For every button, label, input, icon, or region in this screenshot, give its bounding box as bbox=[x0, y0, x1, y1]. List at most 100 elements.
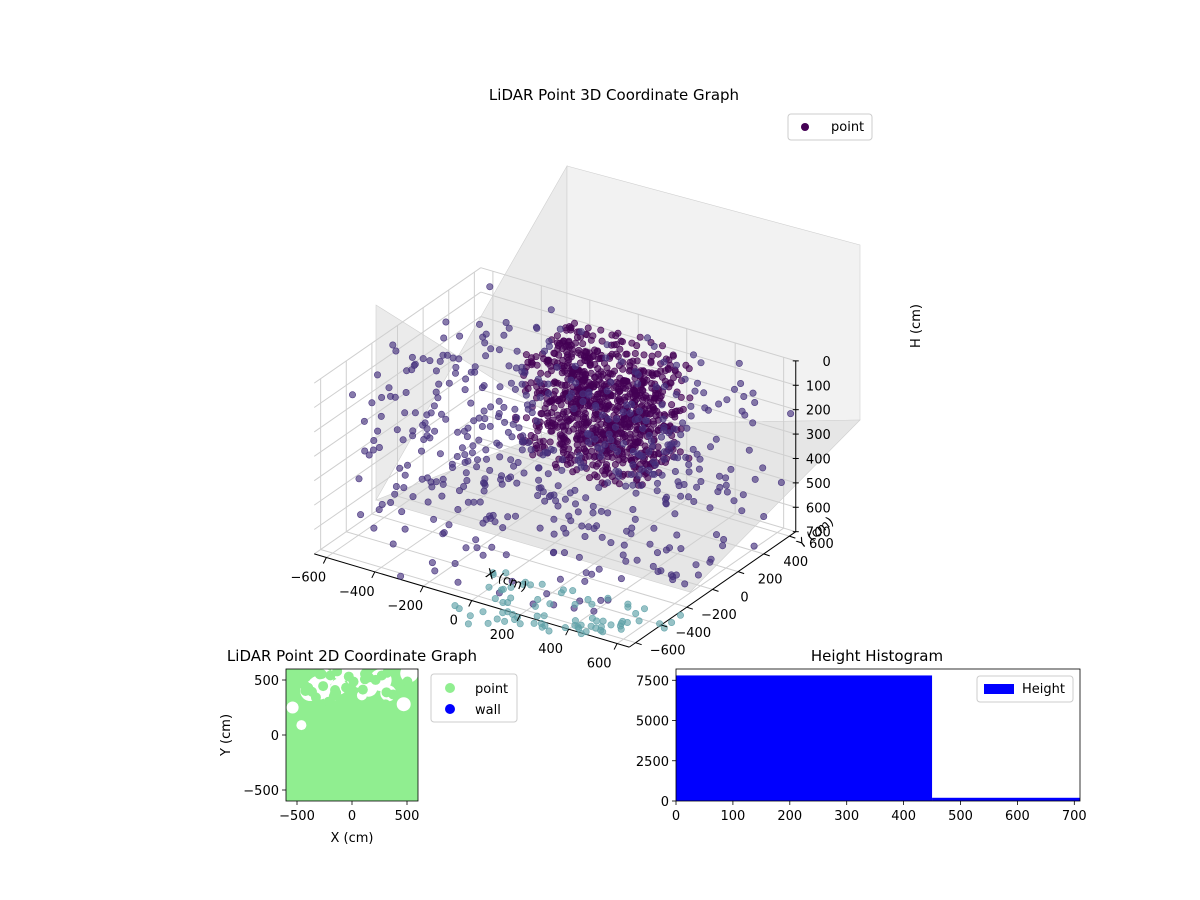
y-tick-label-3d: −200 bbox=[701, 608, 737, 623]
point-3d bbox=[687, 412, 695, 420]
point-3d bbox=[686, 394, 694, 402]
point-3d bbox=[672, 361, 680, 369]
point-3d bbox=[527, 446, 535, 454]
point-3d bbox=[597, 326, 605, 334]
point-3d bbox=[445, 379, 453, 387]
point-3d bbox=[442, 318, 450, 326]
point-3d bbox=[620, 440, 628, 448]
point-3d bbox=[498, 480, 506, 488]
y-tick-label-2d: 0 bbox=[271, 729, 279, 744]
point-3d bbox=[569, 587, 577, 595]
point-3d bbox=[530, 619, 538, 627]
point-3d bbox=[560, 362, 568, 370]
point-3d bbox=[590, 395, 598, 403]
point-3d bbox=[749, 389, 757, 397]
scatter-2d-point bbox=[345, 696, 356, 707]
point-3d bbox=[541, 497, 549, 505]
point-3d bbox=[666, 447, 674, 455]
point-3d bbox=[658, 471, 666, 479]
point-3d bbox=[619, 551, 627, 559]
point-3d bbox=[486, 283, 494, 291]
point-3d bbox=[462, 375, 470, 383]
point-3d bbox=[730, 497, 738, 505]
point-3d bbox=[426, 434, 434, 442]
point-3d bbox=[516, 620, 524, 628]
histogram-bar bbox=[932, 797, 1080, 801]
point-3d bbox=[471, 363, 479, 371]
scatter-2d-point bbox=[303, 682, 314, 693]
point-3d bbox=[473, 456, 481, 464]
point-3d bbox=[584, 419, 592, 427]
point-3d bbox=[612, 332, 620, 340]
x-tick-label-3d: −400 bbox=[339, 585, 375, 600]
point-3d bbox=[583, 348, 591, 356]
point-3d bbox=[594, 355, 602, 363]
point-3d bbox=[671, 467, 679, 475]
y-tick-label-hist: 2500 bbox=[636, 755, 669, 770]
point-3d bbox=[493, 439, 501, 447]
point-3d bbox=[348, 391, 356, 399]
legend-2d-point-label: point bbox=[475, 682, 508, 697]
point-3d bbox=[640, 605, 648, 613]
point-3d bbox=[479, 551, 487, 559]
x-tick-label-hist: 500 bbox=[948, 809, 973, 824]
point-3d bbox=[599, 628, 607, 636]
point-3d bbox=[402, 388, 410, 396]
grid-left-h bbox=[313, 316, 482, 433]
point-3d bbox=[504, 428, 512, 436]
point-3d bbox=[567, 459, 575, 467]
point-3d bbox=[527, 431, 535, 439]
point-3d bbox=[484, 619, 492, 627]
point-3d bbox=[569, 468, 577, 476]
point-3d bbox=[598, 533, 606, 541]
y-axis-label-2d: Y (cm) bbox=[219, 714, 234, 757]
point-3d bbox=[646, 540, 654, 548]
point-3d bbox=[538, 580, 546, 588]
point-3d bbox=[453, 452, 461, 460]
pane-floor bbox=[375, 419, 861, 593]
point-3d bbox=[668, 401, 676, 409]
point-3d bbox=[411, 409, 419, 417]
legend-hist-frame bbox=[976, 675, 1074, 703]
point-3d bbox=[608, 350, 616, 358]
point-3d bbox=[719, 542, 727, 550]
point-3d bbox=[631, 392, 639, 400]
point-3d bbox=[393, 426, 401, 434]
point-3d bbox=[584, 523, 592, 531]
point-3d bbox=[720, 535, 728, 543]
point-3d bbox=[601, 470, 609, 478]
grid-floor-y bbox=[474, 442, 790, 537]
point-3d bbox=[665, 544, 673, 552]
point-3d bbox=[535, 476, 543, 484]
point-3d bbox=[574, 508, 582, 516]
point-3d bbox=[577, 328, 585, 336]
point-3d bbox=[479, 479, 487, 487]
point-3d bbox=[690, 497, 698, 505]
point-3d bbox=[482, 352, 490, 360]
ticks-2d: −500 0 500 −500 0 500 bbox=[243, 674, 419, 824]
grid-floor-y bbox=[346, 531, 662, 626]
point-3d bbox=[611, 460, 619, 468]
point-3d bbox=[668, 411, 676, 419]
point-3d bbox=[486, 422, 494, 430]
point-3d bbox=[614, 385, 622, 393]
point-3d bbox=[501, 617, 509, 625]
point-3d bbox=[392, 482, 400, 490]
x-tick-label-2d: 0 bbox=[348, 809, 356, 824]
point-3d bbox=[586, 354, 594, 362]
point-3d bbox=[467, 399, 475, 407]
point-3d bbox=[479, 519, 487, 527]
point-3d bbox=[427, 409, 435, 417]
z-tick-label-3d: 100 bbox=[806, 379, 831, 394]
point-3d bbox=[586, 474, 594, 482]
point-3d bbox=[715, 472, 723, 480]
point-3d bbox=[431, 567, 439, 575]
point-3d bbox=[511, 405, 519, 413]
point-3d bbox=[585, 438, 593, 446]
point-3d bbox=[595, 483, 603, 491]
point-3d bbox=[590, 607, 598, 615]
point-3d bbox=[683, 424, 691, 432]
point-3d bbox=[545, 337, 553, 345]
point-3d bbox=[607, 378, 615, 386]
point-3d bbox=[562, 422, 570, 430]
